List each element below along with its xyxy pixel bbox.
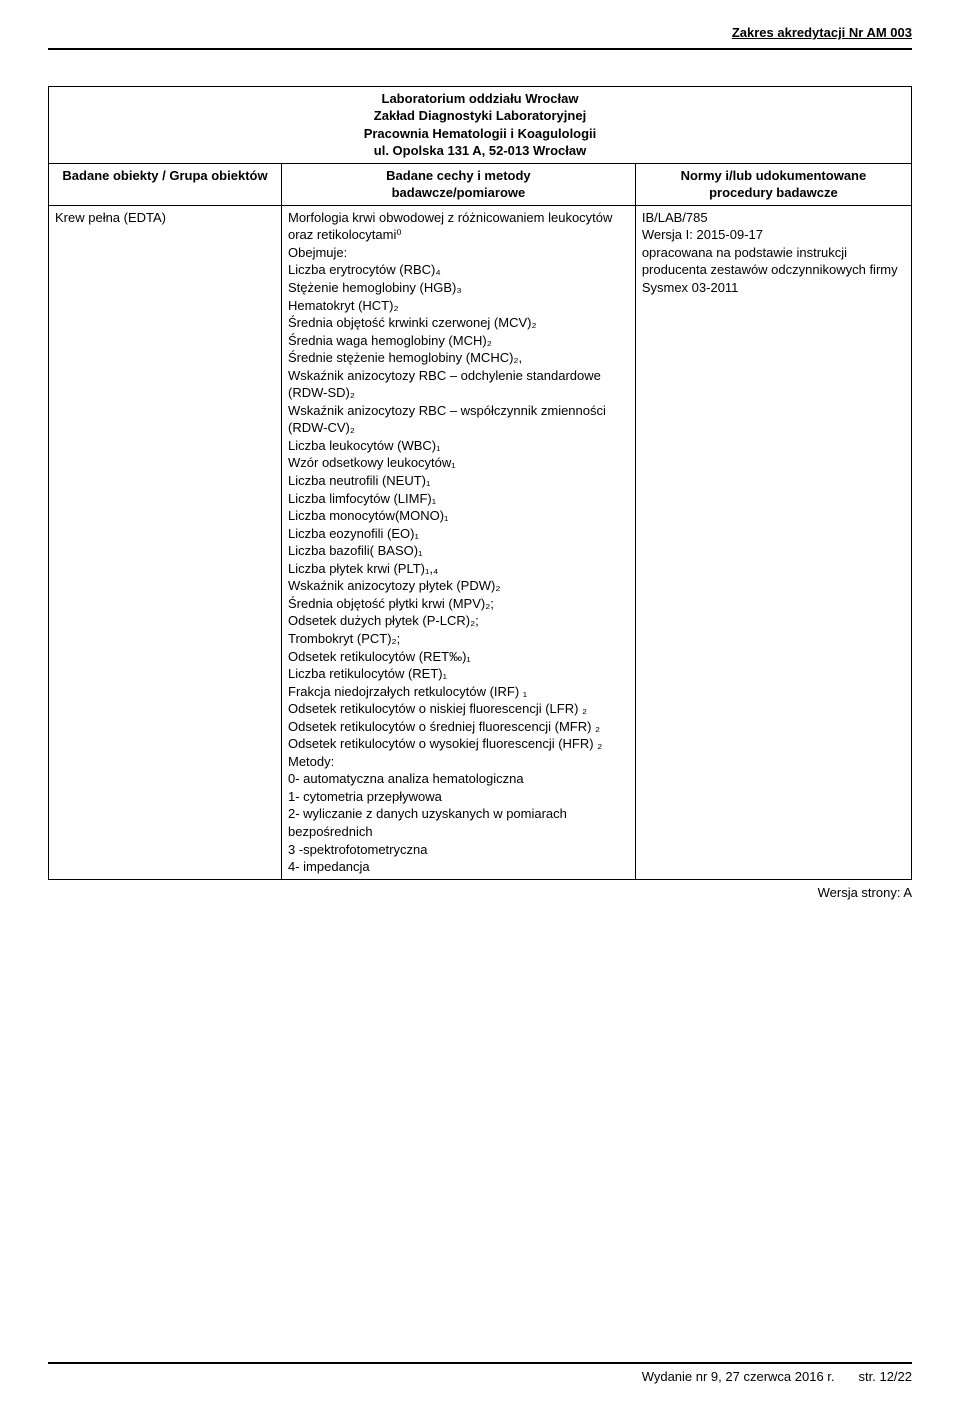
c2-line: Wskaźnik anizocytozy RBC – współczynnik … bbox=[288, 402, 629, 437]
header-rule bbox=[48, 48, 912, 50]
c2-line: Średnia waga hemoglobiny (MCH)₂ bbox=[288, 332, 629, 350]
c2-line: Wzór odsetkowy leukocytów₁ bbox=[288, 454, 629, 472]
c2-line: Metody: bbox=[288, 753, 629, 771]
col-header-3b: procedury badawcze bbox=[642, 184, 905, 202]
c3-line: IB/LAB/785 bbox=[642, 209, 905, 227]
c2-line: Średnia objętość płytki krwi (MPV)₂; bbox=[288, 595, 629, 613]
col-header-3: Normy i/lub udokumentowane procedury bad… bbox=[635, 163, 911, 205]
col-header-1: Badane obiekty / Grupa obiektów bbox=[49, 163, 282, 205]
c2-line: Odsetek retikulocytów (RET‰)₁ bbox=[288, 648, 629, 666]
c2-line: Wskaźnik anizocytozy płytek (PDW)₂ bbox=[288, 577, 629, 595]
c2-line: 4- impedancja bbox=[288, 858, 629, 876]
c2-line: Średnia objętość krwinki czerwonej (MCV)… bbox=[288, 314, 629, 332]
c2-line: Liczba bazofili( BASO)₁ bbox=[288, 542, 629, 560]
footer-page: str. 12/22 bbox=[859, 1368, 912, 1386]
c2-line: Obejmuje: bbox=[288, 244, 629, 262]
col-header-3a: Normy i/lub udokumentowane bbox=[642, 167, 905, 185]
row-c2: Morfologia krwi obwodowej z różnicowanie… bbox=[282, 205, 636, 879]
col-header-2: Badane cechy i metody badawcze/pomiarowe bbox=[282, 163, 636, 205]
c3-line: opracowana na podstawie instrukcji produ… bbox=[642, 244, 905, 297]
row-c3: IB/LAB/785Wersja I: 2015-09-17opracowana… bbox=[635, 205, 911, 879]
c2-line: 2- wyliczanie z danych uzyskanych w pomi… bbox=[288, 805, 629, 840]
c2-line: Morfologia krwi obwodowej z różnicowanie… bbox=[288, 209, 629, 244]
row-c1: Krew pełna (EDTA) bbox=[49, 205, 282, 879]
accreditation-header: Zakres akredytacji Nr AM 003 bbox=[48, 24, 912, 42]
c2-line: Wskaźnik anizocytozy RBC – odchylenie st… bbox=[288, 367, 629, 402]
c2-line: Odsetek retikulocytów o wysokiej fluores… bbox=[288, 735, 629, 753]
c3-line: Wersja I: 2015-09-17 bbox=[642, 226, 905, 244]
c2-line: Liczba retikulocytów (RET)₁ bbox=[288, 665, 629, 683]
lab-line-4: ul. Opolska 131 A, 52-013 Wrocław bbox=[55, 142, 905, 160]
c2-line: Liczba neutrofili (NEUT)₁ bbox=[288, 472, 629, 490]
c2-line: Liczba eozynofili (EO)₁ bbox=[288, 525, 629, 543]
page-footer: Wydanie nr 9, 27 czerwca 2016 r. str. 12… bbox=[48, 1362, 912, 1386]
c2-line: Liczba erytrocytów (RBC)₄ bbox=[288, 261, 629, 279]
c2-line: Liczba płytek krwi (PLT)₁,₄ bbox=[288, 560, 629, 578]
page-version: Wersja strony: A bbox=[48, 884, 912, 902]
lab-line-2: Zakład Diagnostyki Laboratoryjnej bbox=[55, 107, 905, 125]
c2-line: Liczba monocytów(MONO)₁ bbox=[288, 507, 629, 525]
c2-line: 3 -spektrofotometryczna bbox=[288, 841, 629, 859]
c2-line: 1- cytometria przepływowa bbox=[288, 788, 629, 806]
col-header-2a: Badane cechy i metody bbox=[288, 167, 629, 185]
c2-line: Odsetek retikulocytów o niskiej fluoresc… bbox=[288, 700, 629, 718]
c2-line: Odsetek retikulocytów o średniej fluores… bbox=[288, 718, 629, 736]
c2-line: Hematokryt (HCT)₂ bbox=[288, 297, 629, 315]
main-table: Laboratorium oddziału Wrocław Zakład Dia… bbox=[48, 86, 912, 880]
c2-line: Średnie stężenie hemoglobiny (MCHC)₂, bbox=[288, 349, 629, 367]
lab-title-cell: Laboratorium oddziału Wrocław Zakład Dia… bbox=[49, 86, 912, 163]
lab-line-1: Laboratorium oddziału Wrocław bbox=[55, 90, 905, 108]
col-header-2b: badawcze/pomiarowe bbox=[288, 184, 629, 202]
footer-edition: Wydanie nr 9, 27 czerwca 2016 r. bbox=[642, 1368, 835, 1386]
footer-rule bbox=[48, 1362, 912, 1364]
c2-line: Odsetek dużych płytek (P-LCR)₂; bbox=[288, 612, 629, 630]
c2-line: Liczba limfocytów (LIMF)₁ bbox=[288, 490, 629, 508]
c2-line: 0- automatyczna analiza hematologiczna bbox=[288, 770, 629, 788]
c2-line: Frakcja niedojrzałych retkulocytów (IRF)… bbox=[288, 683, 629, 701]
c2-line: Trombokryt (PCT)₂; bbox=[288, 630, 629, 648]
c2-line: Stężenie hemoglobiny (HGB)₃ bbox=[288, 279, 629, 297]
lab-line-3: Pracownia Hematologii i Koagulologii bbox=[55, 125, 905, 143]
c2-line: Liczba leukocytów (WBC)₁ bbox=[288, 437, 629, 455]
